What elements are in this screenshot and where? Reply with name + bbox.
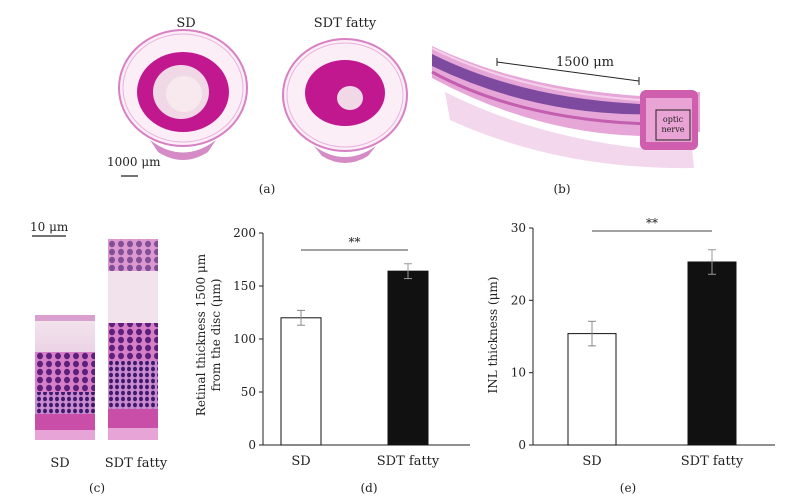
y-tick-label: 150 — [233, 279, 256, 293]
significance-marker: ** — [646, 216, 658, 230]
x-tick-label: SDT fatty — [681, 454, 744, 469]
panel-c-scale-label: 10 μm — [30, 220, 69, 234]
panel-b: optic nerve 1500 μm (b) — [431, 46, 700, 196]
optic-nerve-box — [655, 109, 691, 141]
chart-d: Retinal thickness 1500 μm from the disc … — [194, 226, 470, 495]
bar — [567, 333, 617, 446]
panel-b-caption: (b) — [553, 182, 570, 196]
panel-a-label-sd: SD — [176, 16, 195, 31]
y-tick-label: 0 — [518, 438, 526, 452]
chart-d-ylabel-1: Retinal thickness 1500 μm — [194, 253, 208, 416]
eye-image-sd — [118, 29, 248, 160]
y-tick-label: 30 — [511, 221, 526, 235]
significance-marker: ** — [349, 235, 361, 249]
optic-nerve-label-1: optic — [663, 115, 684, 124]
y-tick-label: 20 — [511, 293, 526, 307]
chart-e-ylabel: INL thickness (μm) — [486, 277, 500, 394]
panel-a-scale-label: 1000 μm — [107, 155, 161, 169]
optic-nerve-image — [431, 46, 700, 169]
x-tick-label: SDT fatty — [377, 454, 440, 469]
optic-nerve-label-2: nerve — [662, 125, 685, 134]
y-tick-label: 200 — [233, 226, 256, 240]
y-tick-label: 100 — [233, 332, 256, 346]
retina-image-sdt-fatty — [108, 239, 158, 440]
panel-c-caption: (c) — [89, 481, 105, 495]
chart-d-ylabel-2: from the disc (μm) — [209, 279, 223, 392]
chart-d-caption: (d) — [360, 481, 377, 495]
bar — [387, 270, 429, 446]
x-tick-label: SD — [582, 454, 601, 469]
chart-e-caption: (e) — [620, 481, 636, 495]
panel-a: SD SDT fatty 1000 μm (a) — [107, 16, 408, 196]
panel-b-scale-bar — [496, 61, 640, 82]
eye-image-sdt-fatty — [282, 38, 408, 163]
bar — [280, 317, 322, 446]
panel-c-label-sd: SD — [50, 456, 69, 471]
chart-e: INL thickness (μm) (e) 0 10 20 30 SD SDT fatt… — [486, 216, 775, 495]
y-tick-label: 10 — [511, 366, 526, 380]
panel-c: 10 μm SD SDT fatty (c) — [30, 220, 168, 495]
bar — [687, 261, 737, 446]
y-tick-label: 50 — [241, 385, 256, 399]
panel-c-label-sdt: SDT fatty — [105, 456, 168, 471]
panel-b-scale-label: 1500 μm — [556, 55, 614, 70]
panel-a-caption: (a) — [259, 182, 276, 196]
y-tick-label: 0 — [248, 438, 256, 452]
x-tick-label: SD — [291, 454, 310, 469]
panel-a-label-sdt: SDT fatty — [314, 16, 377, 31]
retina-image-sd — [35, 315, 95, 440]
